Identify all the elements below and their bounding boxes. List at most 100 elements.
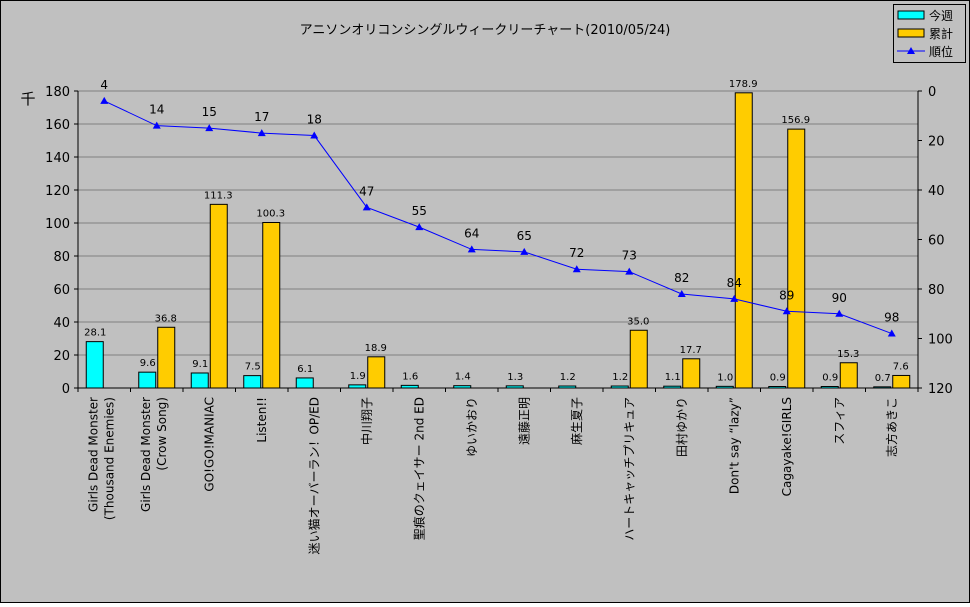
legend-marker-rank bbox=[907, 47, 915, 54]
bar-total-label: 17.7 bbox=[680, 345, 702, 356]
y-tick-label: 160 bbox=[45, 118, 70, 133]
chart-title: アニソンオリコンシングルウィークリーチャート(2010/05/24) bbox=[300, 23, 671, 38]
bar-weekly-label: 9.1 bbox=[192, 359, 208, 370]
bar-weekly bbox=[348, 384, 367, 389]
rank-label: 84 bbox=[727, 276, 742, 290]
marker-rank bbox=[467, 245, 476, 253]
y-tick-label: 180 bbox=[45, 85, 70, 100]
x-tick-label: 麻生夏子 bbox=[569, 397, 584, 445]
bar-total-label: 36.8 bbox=[155, 313, 177, 324]
bar-weekly-label: 1.9 bbox=[350, 371, 366, 382]
bar-total-label: 111.3 bbox=[204, 190, 233, 201]
bar-total-label: 100.3 bbox=[256, 209, 285, 220]
y-tick-label: 140 bbox=[45, 151, 70, 166]
marker-rank bbox=[677, 289, 686, 297]
y2-tick-label: 80 bbox=[928, 283, 945, 298]
bar-total bbox=[367, 356, 386, 389]
bar-weekly bbox=[768, 386, 787, 389]
y-tick-label: 100 bbox=[45, 217, 70, 232]
marker-rank bbox=[257, 129, 266, 137]
legend-label-weekly: 今週 bbox=[929, 8, 953, 23]
bar-total bbox=[734, 92, 753, 389]
rank-label: 14 bbox=[149, 103, 164, 117]
bar-total bbox=[262, 222, 281, 389]
y2-tick-label: 0 bbox=[928, 85, 936, 100]
rank-label: 90 bbox=[832, 291, 847, 305]
y-tick-label: 0 bbox=[62, 382, 70, 397]
x-tick-label: ゆいかおり bbox=[465, 397, 479, 457]
bar-weekly bbox=[505, 385, 524, 389]
bar-weekly-label: 9.6 bbox=[140, 358, 156, 369]
y-tick-label: 80 bbox=[53, 250, 70, 265]
bar-total bbox=[157, 326, 176, 389]
marker-rank bbox=[205, 124, 214, 132]
marker-rank bbox=[520, 247, 529, 255]
bar-weekly bbox=[558, 385, 577, 389]
x-tick-label: 遠藤正明 bbox=[517, 397, 531, 445]
marker-rank bbox=[415, 223, 424, 231]
bar-total-label: 7.6 bbox=[893, 361, 909, 372]
rank-label: 4 bbox=[100, 78, 108, 92]
legend-label-total: 累計 bbox=[929, 26, 953, 41]
y-tick-label: 40 bbox=[53, 316, 70, 331]
legend-label-rank: 順位 bbox=[929, 44, 953, 59]
bar-weekly-label: 0.9 bbox=[822, 373, 838, 384]
rank-label: 98 bbox=[884, 311, 899, 325]
marker-rank bbox=[152, 121, 161, 129]
rank-label: 15 bbox=[202, 105, 217, 119]
rank-label: 82 bbox=[674, 271, 689, 285]
rank-label: 17 bbox=[254, 110, 269, 124]
x-tick-label: スフィア bbox=[832, 397, 846, 445]
bar-weekly bbox=[663, 385, 682, 389]
x-tick-label: Cagayake!GIRLS bbox=[780, 397, 794, 496]
marker-rank bbox=[310, 131, 319, 139]
bar-weekly bbox=[85, 341, 104, 389]
bar-weekly-label: 1.4 bbox=[455, 372, 471, 383]
y-tick-label: 20 bbox=[53, 349, 70, 364]
rank-label: 72 bbox=[569, 246, 584, 260]
x-tick-label: 中川翔子 bbox=[359, 397, 374, 445]
x-tick-label: 田村ゆかり bbox=[675, 397, 689, 457]
rank-label: 18 bbox=[307, 113, 322, 127]
x-tick-label: 志方あきこ bbox=[884, 397, 899, 457]
bar-total bbox=[682, 358, 701, 389]
bar-weekly-label: 1.3 bbox=[507, 372, 523, 383]
bar-weekly-label: 0.7 bbox=[875, 373, 891, 384]
y2-tick-label: 120 bbox=[928, 382, 953, 397]
bar-weekly-label: 1.2 bbox=[560, 372, 576, 383]
bar-weekly bbox=[820, 386, 839, 389]
y-tick-label: 120 bbox=[45, 184, 70, 199]
x-tick-label: (Crow Song) bbox=[155, 397, 169, 471]
rank-label: 47 bbox=[359, 184, 374, 198]
y2-tick-label: 60 bbox=[928, 234, 945, 249]
x-tick-label: 迷い猫オーバーラン！OP/ED bbox=[307, 397, 321, 554]
bar-weekly-label: 1.2 bbox=[612, 372, 628, 383]
legend: 今週 累計 順位 bbox=[893, 4, 966, 63]
bar-weekly bbox=[610, 385, 629, 389]
bar-total-label: 178.9 bbox=[729, 79, 758, 90]
bar-weekly-label: 1.0 bbox=[717, 372, 733, 383]
bar-weekly-label: 1.1 bbox=[665, 372, 681, 383]
bar-total bbox=[787, 128, 806, 389]
marker-rank bbox=[835, 309, 844, 317]
marker-rank bbox=[572, 265, 581, 273]
marker-rank bbox=[625, 267, 634, 275]
x-tick-label: GO!GO!MANIAC bbox=[202, 397, 216, 492]
bar-weekly-label: 1.6 bbox=[402, 371, 418, 382]
bar-total-label: 18.9 bbox=[365, 343, 387, 354]
marker-rank bbox=[887, 329, 896, 337]
bar-total bbox=[209, 203, 228, 389]
x-tick-label: 聖痕のクェイサー 2nd ED bbox=[411, 397, 426, 540]
marker-rank bbox=[730, 294, 739, 302]
rank-label: 73 bbox=[622, 249, 637, 263]
bar-weekly bbox=[243, 375, 262, 389]
rank-label: 65 bbox=[517, 229, 532, 243]
bar-total-label: 156.9 bbox=[781, 115, 810, 126]
bar-total bbox=[629, 329, 648, 389]
y2-tick-label: 40 bbox=[928, 184, 945, 199]
x-tick-label: Girls Dead Monster bbox=[86, 397, 100, 512]
marker-rank bbox=[782, 307, 791, 315]
rank-label: 55 bbox=[412, 204, 427, 218]
line-rank bbox=[104, 100, 892, 335]
